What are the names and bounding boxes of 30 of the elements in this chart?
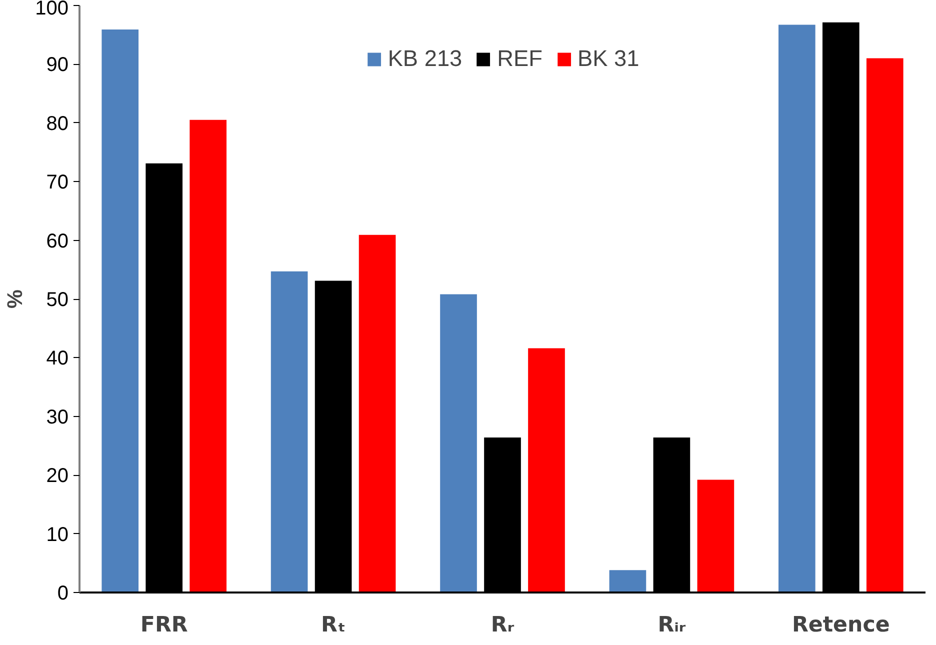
- bar: [188, 118, 228, 592]
- y-tick-label: 70: [46, 172, 69, 194]
- bar: [696, 478, 736, 592]
- x-tick-label: Rᵣ: [490, 612, 514, 638]
- legend-label: KB 213: [388, 45, 462, 72]
- bar: [270, 270, 309, 592]
- y-tick-label: 20: [46, 465, 69, 488]
- bar: [608, 569, 648, 592]
- x-tick-label: Retence: [792, 612, 890, 638]
- y-tick-label: 80: [46, 112, 69, 135]
- y-tick-label: 50: [46, 289, 69, 311]
- bar: [439, 293, 478, 592]
- y-tick-label: 60: [46, 230, 69, 252]
- x-tick-label: FRR: [140, 612, 188, 638]
- y-tick-label: 0: [57, 582, 68, 604]
- y-axis-title: %: [3, 289, 28, 308]
- legend-label: BK 31: [577, 45, 640, 72]
- bar: [358, 234, 397, 592]
- y-tick-label: 40: [46, 348, 69, 370]
- bar: [777, 24, 816, 592]
- bar: [100, 28, 140, 592]
- y-tick-label: 10: [46, 524, 69, 546]
- bar: [527, 347, 566, 592]
- legend-label: REF: [497, 45, 542, 72]
- y-tick-label: 100: [35, 0, 69, 20]
- y-tick-label: 90: [46, 54, 69, 76]
- y-tick-label: 30: [46, 406, 69, 428]
- x-tick-label: Rᵢᵣ: [658, 612, 686, 638]
- bar: [865, 57, 904, 592]
- x-tick-label: Rₜ: [320, 612, 346, 638]
